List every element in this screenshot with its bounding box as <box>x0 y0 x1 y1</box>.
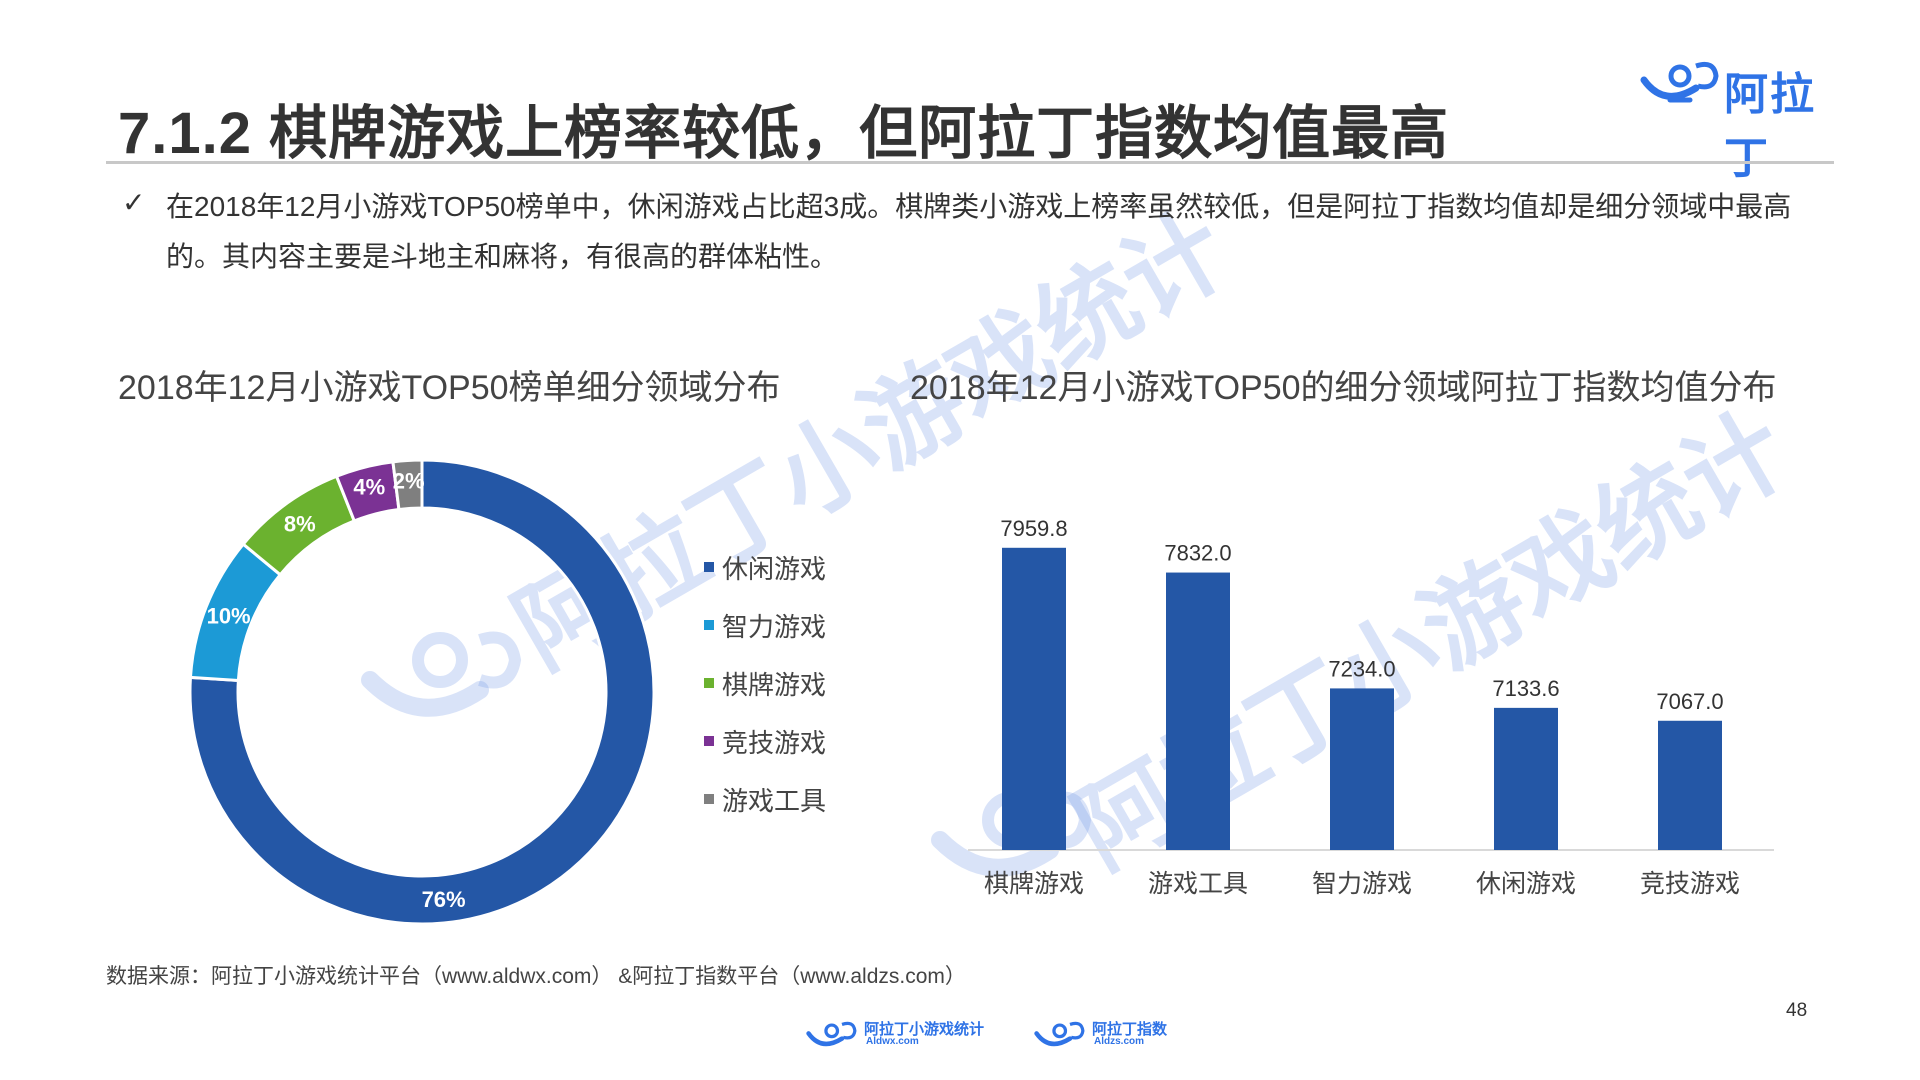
pie-slice <box>391 458 424 512</box>
legend-item: 游戏工具 <box>704 770 826 828</box>
pie-slice <box>188 458 656 926</box>
brand-name: 阿拉丁 <box>1724 70 1816 183</box>
legend-swatch <box>704 620 714 630</box>
legend-label: 棋牌游戏 <box>722 669 827 700</box>
brand-logo: 阿拉丁 <box>1640 56 1860 183</box>
bar-data-label: 7133.6 <box>1492 676 1559 701</box>
donut-chart: 76% 10% 8% 4% 2% <box>188 458 656 926</box>
legend-label: 休闲游戏 <box>722 553 827 584</box>
x-tick-label: 智力游戏 <box>1312 870 1412 898</box>
legend-label: 竞技游戏 <box>722 727 827 758</box>
page-number: 48 <box>1786 1000 1808 1021</box>
check-icon: ✓ <box>122 187 146 218</box>
pie-data-label: 2% <box>393 468 425 493</box>
legend-swatch <box>704 562 714 572</box>
legend-swatch <box>704 678 714 688</box>
legend-swatch <box>704 736 714 746</box>
pie-data-label: 8% <box>284 512 316 537</box>
pie-data-label: 10% <box>207 603 251 628</box>
footer-logo-aldwx: 阿拉丁小游戏统计 Aldwx.com <box>804 1018 1004 1054</box>
genie-lamp-icon <box>1034 1021 1085 1047</box>
legend-item: 休闲游戏 <box>704 538 826 596</box>
x-tick-label: 棋牌游戏 <box>984 870 1084 898</box>
legend-item: 智力游戏 <box>704 596 826 654</box>
bar-data-label: 7832.0 <box>1164 541 1231 566</box>
pie-legend: 休闲游戏智力游戏棋牌游戏竞技游戏游戏工具 <box>704 538 826 828</box>
footer-logo-url: Aldwx.com <box>866 1036 919 1047</box>
bar <box>1658 720 1722 850</box>
genie-lamp-icon <box>1640 61 1719 103</box>
x-tick-label: 游戏工具 <box>1148 870 1248 898</box>
legend-swatch <box>704 794 714 804</box>
bar-data-label: 7234.0 <box>1328 656 1395 681</box>
bar <box>1494 707 1558 850</box>
x-tick-label: 休闲游戏 <box>1476 870 1576 898</box>
footer-logo-name: 阿拉丁小游戏统计 <box>864 1021 985 1038</box>
bar-chart: 7959.8 棋牌游戏 7832.0 游戏工具 7234.0 智力游戏 7133.6 休闲游戏… <box>968 516 1774 898</box>
pie-chart-title: 2018年12月小游戏TOP50榜单细分领域分布 <box>118 369 781 407</box>
footer-logo-url: Aldzs.com <box>1094 1036 1145 1047</box>
bar-data-label: 7959.8 <box>1000 516 1067 541</box>
pie-data-label: 4% <box>353 475 385 500</box>
summary-text: 在2018年12月小游戏TOP50榜单中，休闲游戏占比超3成。棋牌类小游戏上榜率… <box>166 191 1792 272</box>
bar-data-label: 7067.0 <box>1656 689 1723 714</box>
pie-data-label: 76% <box>422 887 466 912</box>
footer-logo-aldzs: 阿拉丁指数 Aldzs.com <box>1032 1018 1192 1054</box>
page-title: 7.1.2 棋牌游戏上榜率较低，但阿拉丁指数均值最高 <box>118 101 1450 166</box>
x-tick-label: 竞技游戏 <box>1640 870 1740 898</box>
bar <box>1330 688 1394 850</box>
legend-item: 棋牌游戏 <box>704 654 826 712</box>
data-source-note: 数据来源：阿拉丁小游戏统计平台（www.aldwx.com） &阿拉丁指数平台（… <box>106 965 966 988</box>
legend-label: 智力游戏 <box>722 611 827 642</box>
legend-item: 竞技游戏 <box>704 712 826 770</box>
footer-logo-name: 阿拉丁指数 <box>1092 1021 1168 1038</box>
bar <box>1166 572 1230 850</box>
genie-lamp-icon <box>806 1021 857 1047</box>
bar-chart-title: 2018年12月小游戏TOP50的细分领域阿拉丁指数均值分布 <box>910 369 1777 407</box>
legend-label: 游戏工具 <box>722 785 827 816</box>
title-divider <box>106 161 1834 164</box>
bar <box>1002 547 1066 850</box>
